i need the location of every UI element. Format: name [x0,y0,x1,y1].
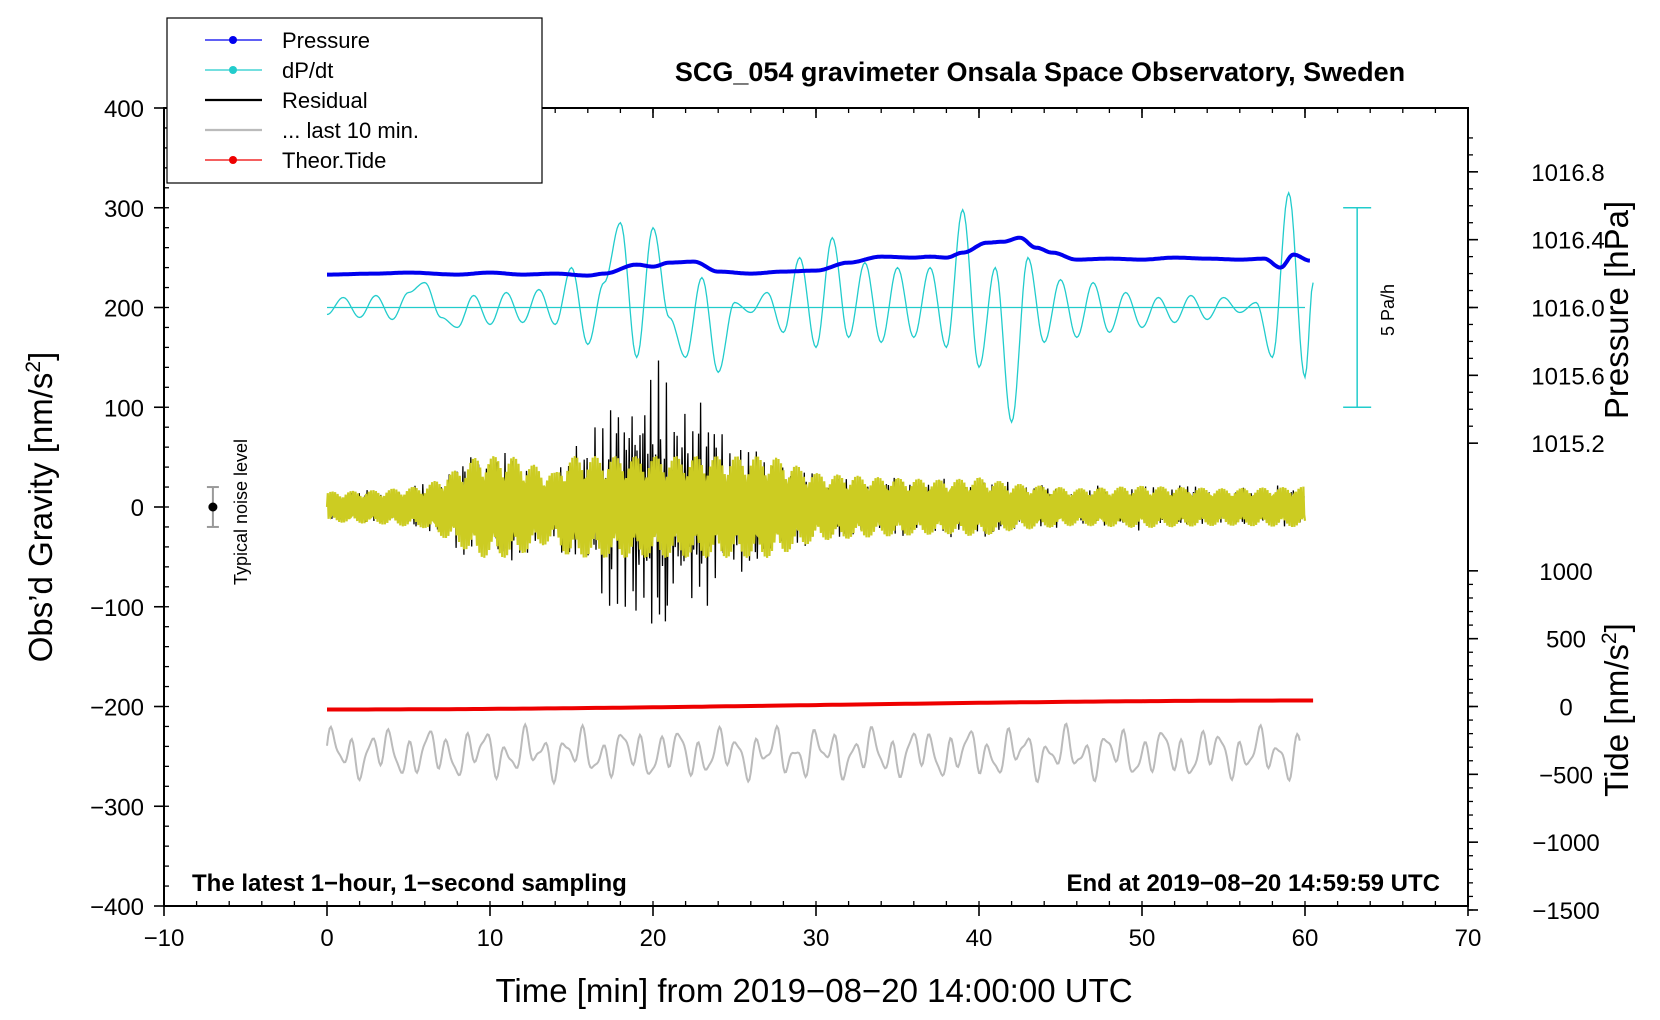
last-10-min-line [326,722,1301,786]
footer-left: The latest 1−hour, 1−second sampling [192,870,627,897]
legend-marker [229,156,237,164]
legend-label: Theor.Tide [282,148,386,173]
chart-title: SCG_054 gravimeter Onsala Space Observat… [675,57,1405,87]
x-tick-label: 60 [1292,925,1319,952]
y-tick-label: 400 [104,96,144,123]
x-tick-label: 10 [477,925,504,952]
y-axis-label-tide: Tide [nm/s2] [1598,623,1635,797]
y-tick-label: −400 [90,894,144,921]
footer-right: End at 2019−08−20 14:59:59 UTC [1066,870,1440,897]
residual-filtered-line [325,456,1307,558]
tide-tick-label: 1000 [1539,559,1592,586]
noise-level-marker [206,486,219,528]
y-tick-label: 200 [104,296,144,323]
y-tick-label: 0 [131,495,144,522]
dpdt-line [326,190,1314,424]
legend-box [166,17,543,184]
y-axis-label-gravity: Obs’d Gravity [nm/s2] [22,352,59,663]
x-axis: −10 0 10 20 30 40 50 60 70 [144,108,1482,952]
pressure-tick-label: 1015.6 [1531,363,1604,390]
pressure-tick-label: 1016.8 [1531,160,1604,187]
tide-line [327,698,1314,712]
tide-tick-label: −1500 [1532,898,1599,925]
y-axis-label-tide-text: Tide [nm/s [1598,644,1635,797]
x-tick-label: 70 [1455,925,1482,952]
y-tick-label: −100 [90,595,144,622]
x-tick-label: 50 [1129,925,1156,952]
y-axis-label-gravity-sup: 2 [22,361,45,373]
pressure-tick-label: 1016.4 [1531,228,1604,255]
noise-point [208,502,218,512]
y-axis-label-tide-sup: 2 [1598,632,1621,644]
y-axis-tide: −1500 −1000 −500 0 500 1000 [1468,559,1600,925]
y-tick-label: −300 [90,794,144,821]
legend-label: Pressure [282,28,370,53]
tide-tick-label: −1000 [1532,830,1599,857]
noise-level-label: Typical noise level [231,439,251,585]
x-tick-label: 0 [320,925,333,952]
tide-tick-label: 0 [1559,695,1572,722]
y-tick-label: 300 [104,196,144,223]
pressure-tick-label: 1015.2 [1531,431,1604,458]
series-layer [325,190,1314,786]
legend-items: Pressure dP/dt Residual ... last 10 min. The… [205,28,419,173]
y-tick-label: −200 [90,695,144,722]
legend-label: ... last 10 min. [282,118,419,143]
y-axis-label-pressure: Pressure [hPa] [1598,201,1635,419]
legend-label: dP/dt [282,58,333,83]
scale-bar [1343,207,1372,408]
pressure-tick-label: 1016.0 [1531,296,1604,323]
x-axis-label: Time [min] from 2019−08−20 14:00:00 UTC [495,972,1132,1009]
y-axis-label-tide-end: ] [1598,623,1635,632]
y-axis-pressure: 1015.2 1015.6 1016.0 1016.4 1016.8 [1468,137,1605,458]
x-tick-label: 20 [640,925,667,952]
tide-tick-label: −500 [1539,762,1593,789]
legend-marker [229,36,237,44]
y-axis-label-gravity-text: Obs’d Gravity [nm/s [22,373,59,663]
x-tick-label: 30 [803,925,830,952]
y-axis-label-gravity-end: ] [22,352,59,361]
x-tick-label: −10 [144,925,185,952]
y-axis-gravity: −400 −300 −200 −100 0 100 200 300 400 [90,96,164,921]
tide-tick-label: 500 [1546,627,1586,654]
legend-marker [229,66,237,74]
legend-label: Residual [282,88,368,113]
pressure-line [327,235,1311,278]
scale-bar-label: 5 Pa/h [1378,284,1398,336]
x-tick-label: 40 [966,925,993,952]
y-tick-label: 100 [104,395,144,422]
legend: Pressure dP/dt Residual ... last 10 min. The… [166,17,543,184]
